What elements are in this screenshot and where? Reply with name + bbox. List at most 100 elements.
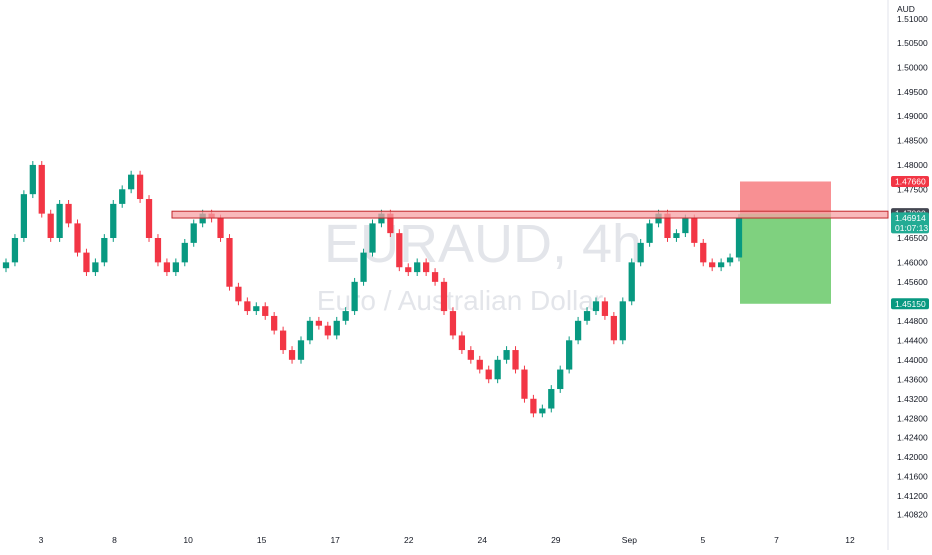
stop-price-tag: 1.47660: [891, 175, 929, 187]
price-tick-label: 1.46000: [897, 257, 928, 267]
candle: [351, 277, 358, 315]
candle: [279, 326, 287, 354]
candle: [423, 258, 430, 276]
target-price-label: 1.45150: [895, 299, 926, 309]
candle: [566, 336, 573, 374]
candle: [163, 258, 171, 276]
candles: [2, 161, 743, 418]
candle: [476, 355, 483, 374]
candle: [181, 238, 188, 267]
candle: [92, 258, 99, 276]
price-tick-label: 1.48500: [897, 136, 928, 146]
time-tick-label: 15: [257, 535, 267, 545]
candle: [592, 297, 600, 315]
candle: [503, 346, 510, 364]
candle: [306, 316, 314, 345]
target-price-tag: 1.45150: [891, 298, 929, 310]
candle: [47, 209, 54, 242]
candle: [530, 394, 537, 418]
candle: [56, 200, 63, 242]
candle: [253, 302, 260, 315]
price-tick-label: 1.50000: [897, 62, 928, 72]
time-tick-label: 29: [551, 535, 561, 545]
price-tick-label: 1.46500: [897, 233, 928, 243]
candle: [691, 214, 698, 247]
candle: [244, 297, 251, 315]
price-tick-label: 1.49000: [897, 111, 928, 121]
time-axis[interactable]: 3 8 10 15 17 22 24 29 Sep 5 7 12: [39, 535, 855, 545]
candle: [405, 263, 412, 276]
candle: [619, 297, 626, 345]
candle: [369, 219, 376, 257]
stop-loss-zone[interactable]: [740, 181, 831, 214]
candle: [628, 258, 635, 306]
candle: [172, 258, 179, 276]
candle: [548, 385, 555, 413]
price-tick-label: 1.43200: [897, 394, 928, 404]
candle: [38, 161, 45, 218]
price-tick-label: 1.43600: [897, 374, 928, 384]
candle: [136, 170, 144, 203]
price-tick-label: 1.41200: [897, 491, 928, 501]
price-tick-label: 1.45600: [897, 277, 928, 287]
candle: [11, 234, 19, 267]
candle: [2, 258, 10, 273]
time-tick-label: 5: [701, 535, 706, 545]
candle: [610, 312, 617, 345]
candle: [29, 161, 36, 199]
candle: [458, 331, 466, 354]
candle: [494, 355, 501, 384]
candle: [700, 238, 707, 267]
time-tick-label: 22: [404, 535, 414, 545]
candle: [145, 195, 153, 242]
candle: [485, 365, 492, 384]
time-tick-label: 12: [845, 535, 855, 545]
price-tick-label: 1.41600: [897, 472, 928, 482]
candle: [735, 214, 743, 262]
price-tick-label: 1.40820: [897, 510, 928, 520]
candle: [449, 307, 457, 340]
candle: [512, 346, 519, 374]
candle: [235, 282, 242, 306]
price-tick-label: 1.48000: [897, 160, 928, 170]
candle: [414, 258, 421, 276]
last-price-tag: 1.46914 01:07:13: [891, 212, 929, 234]
candle: [324, 321, 331, 340]
time-tick-label: 24: [478, 535, 488, 545]
candle: [74, 219, 81, 257]
candle: [83, 248, 90, 276]
candle: [333, 316, 340, 340]
price-tick-label: 1.50500: [897, 38, 928, 48]
price-tick-label: 1.44800: [897, 316, 928, 326]
candle: [217, 214, 224, 242]
candle: [557, 365, 564, 393]
price-tick-label: 1.42400: [897, 433, 928, 443]
candle: [315, 316, 322, 330]
watermark-symbol: EURAUD, 4h: [324, 214, 642, 274]
watermark-description: Euro / Australian Dollar: [317, 285, 603, 316]
candle: [262, 302, 269, 320]
time-tick-label: 17: [330, 535, 340, 545]
candle: [601, 297, 609, 320]
candle: [110, 200, 117, 242]
candle: [717, 258, 725, 272]
resistance-zone[interactable]: [171, 210, 889, 219]
candle: [342, 307, 349, 325]
take-profit-zone[interactable]: [740, 213, 831, 304]
time-tick-label: 10: [183, 535, 193, 545]
candle: [396, 229, 403, 272]
candle: [709, 258, 716, 272]
candle: [440, 277, 448, 315]
candle: [583, 307, 591, 325]
candle: [226, 234, 233, 291]
price-axis[interactable]: 1.40820 1.41200 1.41600 1.42000 1.42400 1.428…: [897, 14, 928, 520]
candle: [521, 365, 528, 403]
candle: [637, 238, 644, 267]
candle: [271, 312, 278, 335]
price-tick-label: 1.49500: [897, 87, 928, 97]
last-price-label: 1.46914: [895, 213, 926, 223]
candle: [154, 234, 162, 267]
candle: [539, 404, 546, 418]
